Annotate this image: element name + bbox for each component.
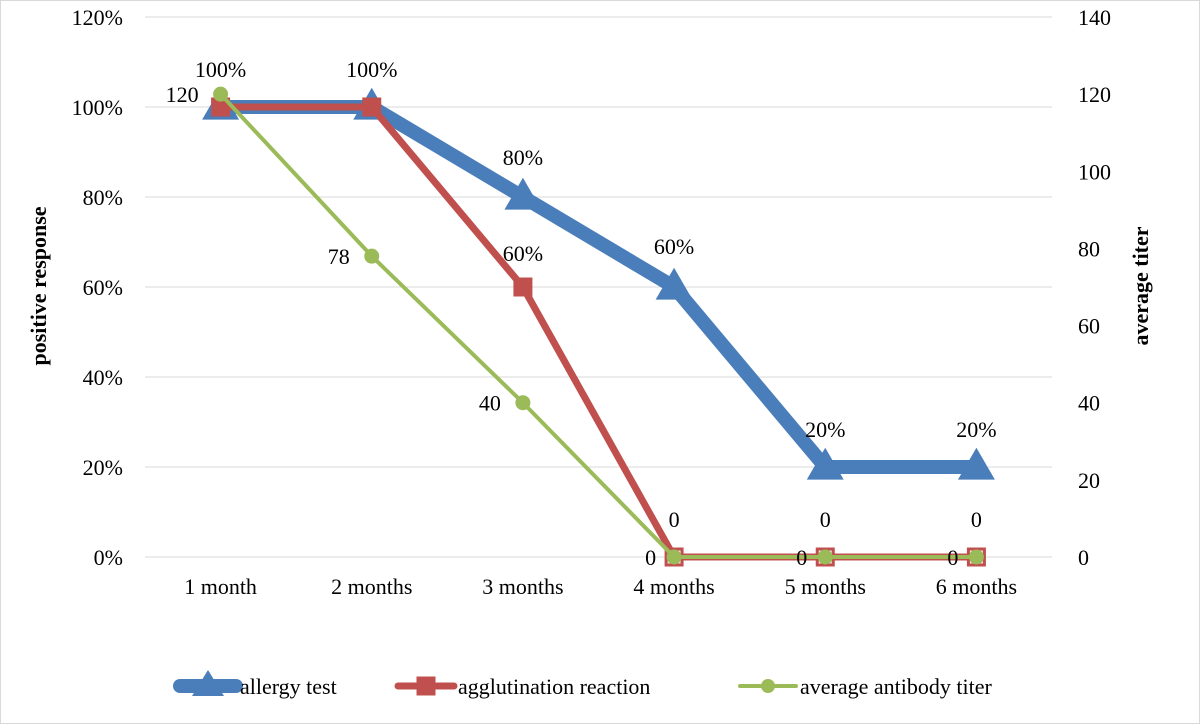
right-tick-label: 40: [1078, 391, 1100, 416]
circle-marker: [666, 549, 682, 565]
legend-item: agglutination reaction: [394, 674, 650, 699]
x-tick-label: 3 months: [482, 574, 563, 599]
circle-marker: [515, 395, 531, 411]
circle-marker: [968, 549, 984, 565]
right-tick-label: 60: [1078, 314, 1100, 339]
triangle-marker: [504, 177, 542, 210]
data-label: 78: [328, 244, 350, 269]
legend-label: allergy test: [240, 674, 337, 699]
legend-label: average antibody titer: [800, 674, 992, 699]
left-tick-label: 60%: [83, 275, 123, 300]
data-label: 100%: [195, 57, 246, 82]
legend-label: agglutination reaction: [458, 674, 650, 699]
series-line: [218, 92, 979, 559]
left-axis-title: positive response: [26, 206, 51, 365]
right-tick-label: 120: [1078, 82, 1111, 107]
left-axis-ticks: 0% 20% 40% 60% 80% 100% 120%: [72, 5, 123, 570]
left-tick-label: 120%: [72, 5, 123, 30]
triangle-marker: [655, 267, 693, 300]
left-tick-label: 40%: [83, 365, 123, 390]
series-group: [202, 86, 995, 567]
data-label: 0: [947, 545, 958, 570]
square-marker: [513, 277, 533, 297]
data-label: 0: [796, 545, 807, 570]
data-label: 60%: [654, 234, 694, 259]
x-tick-label: 5 months: [785, 574, 866, 599]
data-label: 40: [479, 391, 501, 416]
right-axis-title: average titer: [1128, 226, 1153, 345]
x-tick-label: 6 months: [936, 574, 1017, 599]
data-label: 0: [820, 507, 831, 532]
square-marker: [362, 97, 382, 117]
data-label: 80%: [503, 145, 543, 170]
left-tick-label: 100%: [72, 95, 123, 120]
legend-item: allergy test: [173, 670, 337, 699]
legend: allergy test agglutination reaction averag…: [173, 670, 992, 699]
data-label: 20%: [956, 417, 996, 442]
circle-marker: [364, 248, 380, 264]
right-tick-label: 20: [1078, 468, 1100, 493]
left-tick-label: 80%: [83, 185, 123, 210]
triangle-marker: [957, 447, 995, 480]
right-axis-ticks: 0 20 40 60 80 100 120 140: [1078, 5, 1111, 570]
triangle-marker: [192, 670, 224, 696]
data-label: 0: [971, 507, 982, 532]
series-average-antibody-titer: [213, 86, 984, 565]
square-marker: [416, 676, 436, 696]
x-tick-label: 4 months: [633, 574, 714, 599]
data-label: 0: [645, 545, 656, 570]
circle-marker: [761, 679, 775, 693]
left-tick-label: 0%: [94, 545, 123, 570]
right-tick-label: 140: [1078, 5, 1111, 30]
right-tick-label: 0: [1078, 545, 1089, 570]
data-label: 60%: [503, 241, 543, 266]
x-tick-label: 1 month: [184, 574, 257, 599]
x-tick-label: 2 months: [331, 574, 412, 599]
legend-item: average antibody titer: [738, 674, 992, 699]
x-axis-ticks: 1 month 2 months 3 months 4 months 5 months 6…: [184, 574, 1017, 599]
data-label: 20%: [805, 417, 845, 442]
left-tick-label: 20%: [83, 455, 123, 480]
right-tick-label: 100: [1078, 159, 1111, 184]
data-label: 0: [669, 507, 680, 532]
data-label: 120: [166, 82, 199, 107]
right-tick-label: 80: [1078, 236, 1100, 261]
circle-marker: [817, 549, 833, 565]
triangle-marker: [806, 447, 844, 480]
data-label: 100%: [346, 57, 397, 82]
circle-marker: [213, 86, 229, 102]
